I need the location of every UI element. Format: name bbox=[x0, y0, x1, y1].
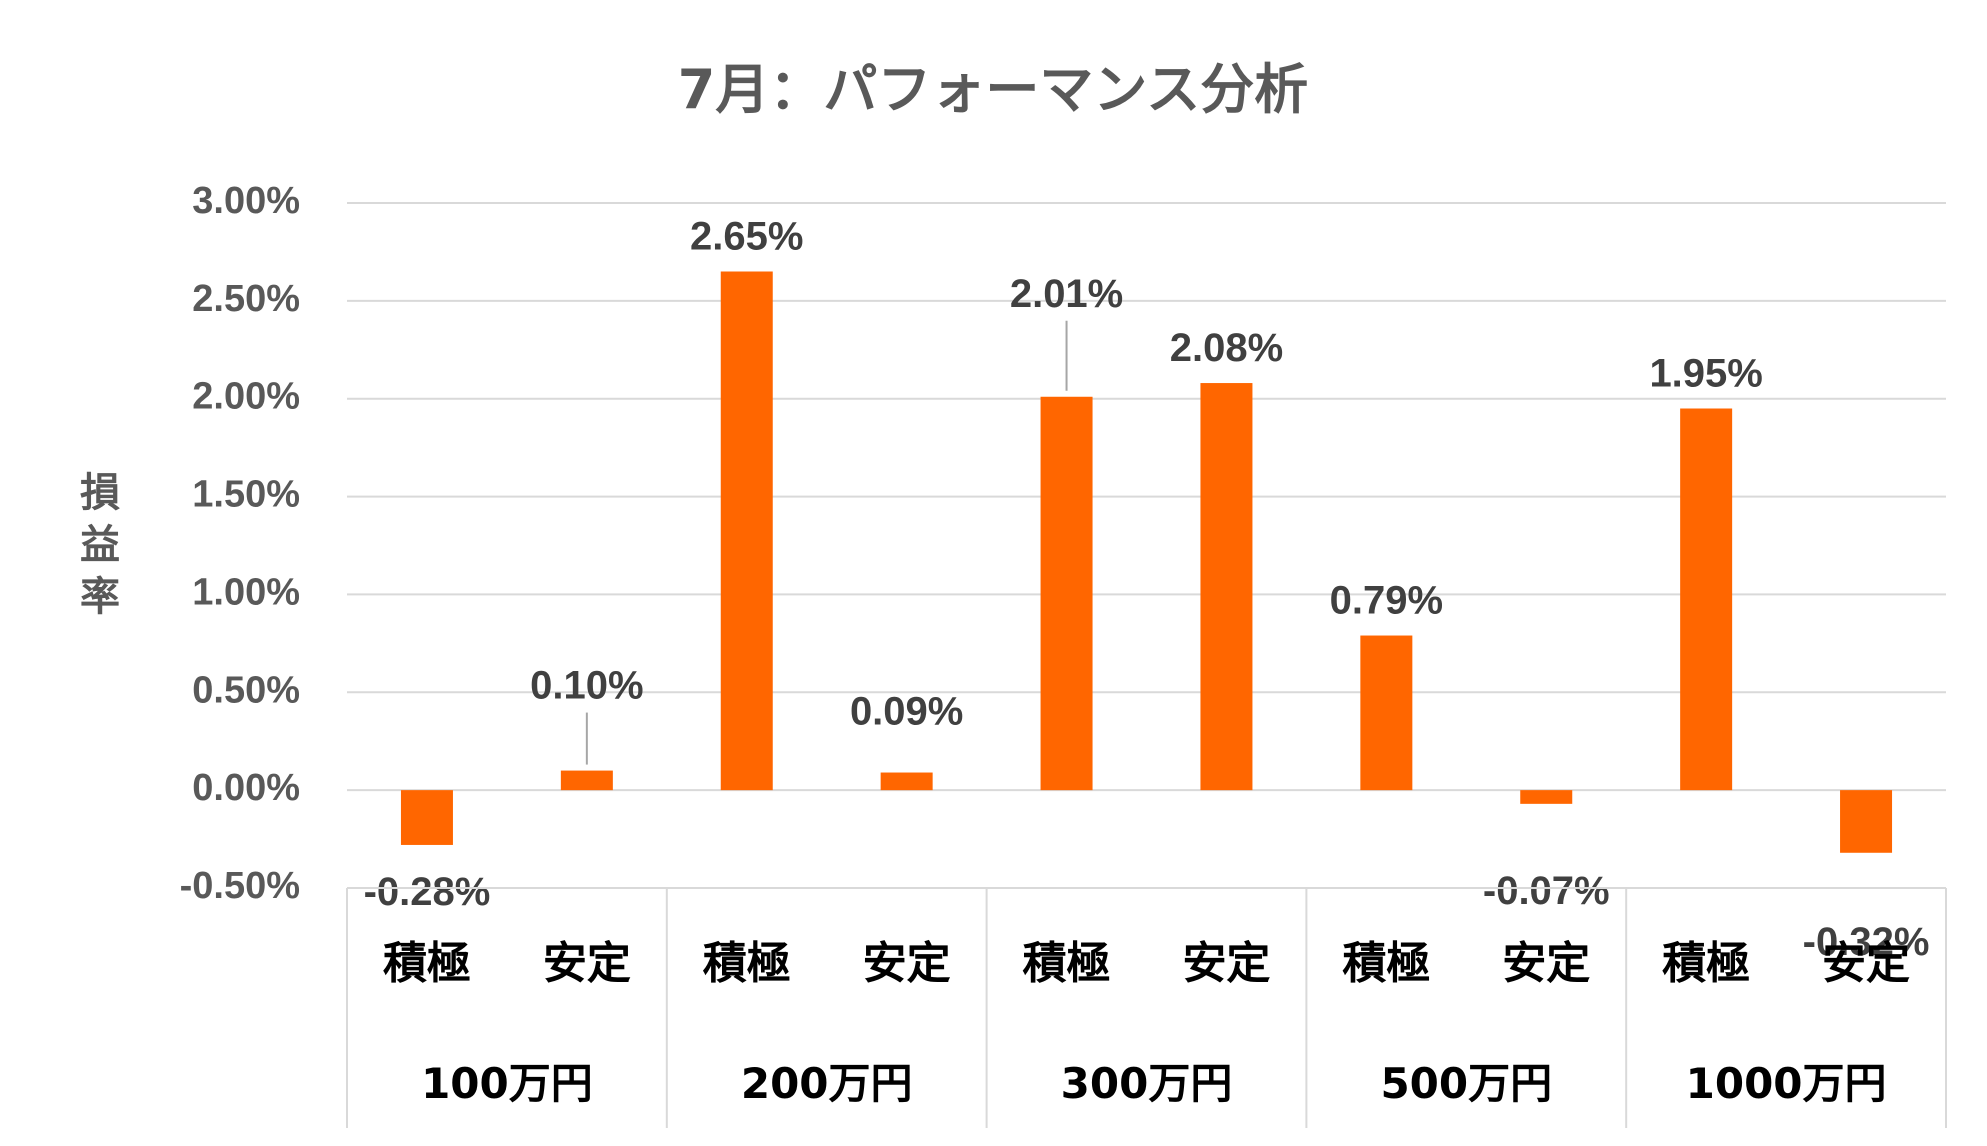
data-label: 0.09% bbox=[850, 690, 963, 734]
bar bbox=[1200, 383, 1253, 791]
data-label: -0.32% bbox=[1803, 920, 1930, 964]
bar bbox=[1840, 790, 1893, 853]
category-label: 安定 bbox=[863, 938, 951, 989]
data-label: -0.07% bbox=[1483, 869, 1610, 913]
bar bbox=[1040, 396, 1093, 791]
bar bbox=[720, 271, 773, 791]
bar bbox=[400, 790, 453, 845]
group-label: 300万円 bbox=[1061, 1059, 1233, 1108]
category-label: 安定 bbox=[1502, 938, 1590, 989]
category-label: 積極 bbox=[703, 938, 791, 989]
category-label: 安定 bbox=[543, 938, 631, 989]
data-label: 2.08% bbox=[1170, 326, 1283, 370]
data-label: 0.10% bbox=[530, 664, 643, 708]
data-label: 2.01% bbox=[1010, 272, 1123, 316]
data-label: 1.95% bbox=[1649, 352, 1762, 396]
category-label: 積極 bbox=[1662, 938, 1750, 989]
y-tick-label: 3.00% bbox=[192, 180, 300, 222]
data-label: 2.65% bbox=[690, 215, 803, 259]
category-label: 安定 bbox=[1822, 938, 1910, 989]
gridlines bbox=[347, 202, 1946, 792]
group-label: 100万円 bbox=[421, 1059, 593, 1108]
category-axis: 積極 安定 積極 安定 積極 安定 積極 安定 積極 安定 100万円 200万円 300万円 500万円… bbox=[346, 887, 1947, 1128]
category-label: 積極 bbox=[1342, 938, 1430, 989]
group-label: 1000万円 bbox=[1686, 1059, 1887, 1108]
data-label: 0.79% bbox=[1330, 579, 1443, 623]
bar bbox=[1680, 408, 1733, 791]
category-label: 安定 bbox=[1182, 938, 1270, 989]
group-label: 200万円 bbox=[741, 1059, 913, 1108]
bars bbox=[400, 271, 1893, 853]
category-label: 積極 bbox=[383, 938, 471, 989]
y-tick-label: 2.50% bbox=[192, 278, 300, 320]
bar bbox=[1360, 635, 1413, 791]
y-tick-label: 0.00% bbox=[192, 767, 300, 809]
bar bbox=[560, 770, 613, 791]
y-axis-ticks: -0.50% 0.00% 0.50% 1.00% 1.50% 2.00% 2.50% 3.00… bbox=[180, 180, 300, 907]
category-label: 積極 bbox=[1023, 938, 1111, 989]
y-tick-label: 2.00% bbox=[192, 376, 300, 418]
y-tick-label: 1.00% bbox=[192, 571, 300, 613]
chart-title: 7月：パフォーマンス分析 bbox=[678, 58, 1309, 121]
bar bbox=[1520, 790, 1573, 804]
y-tick-label: -0.50% bbox=[180, 865, 300, 907]
leader-lines bbox=[585, 320, 1068, 765]
y-axis-label: 損益率 bbox=[80, 470, 120, 620]
group-label: 500万円 bbox=[1380, 1059, 1552, 1108]
data-labels: -0.28% 0.10% 2.65% 0.09% 2.01% 2.08% 0.79% -0.0… bbox=[364, 215, 1930, 964]
data-label: -0.28% bbox=[364, 870, 491, 914]
bar bbox=[880, 772, 933, 791]
y-tick-label: 1.50% bbox=[192, 474, 300, 516]
y-tick-label: 0.50% bbox=[192, 669, 300, 711]
